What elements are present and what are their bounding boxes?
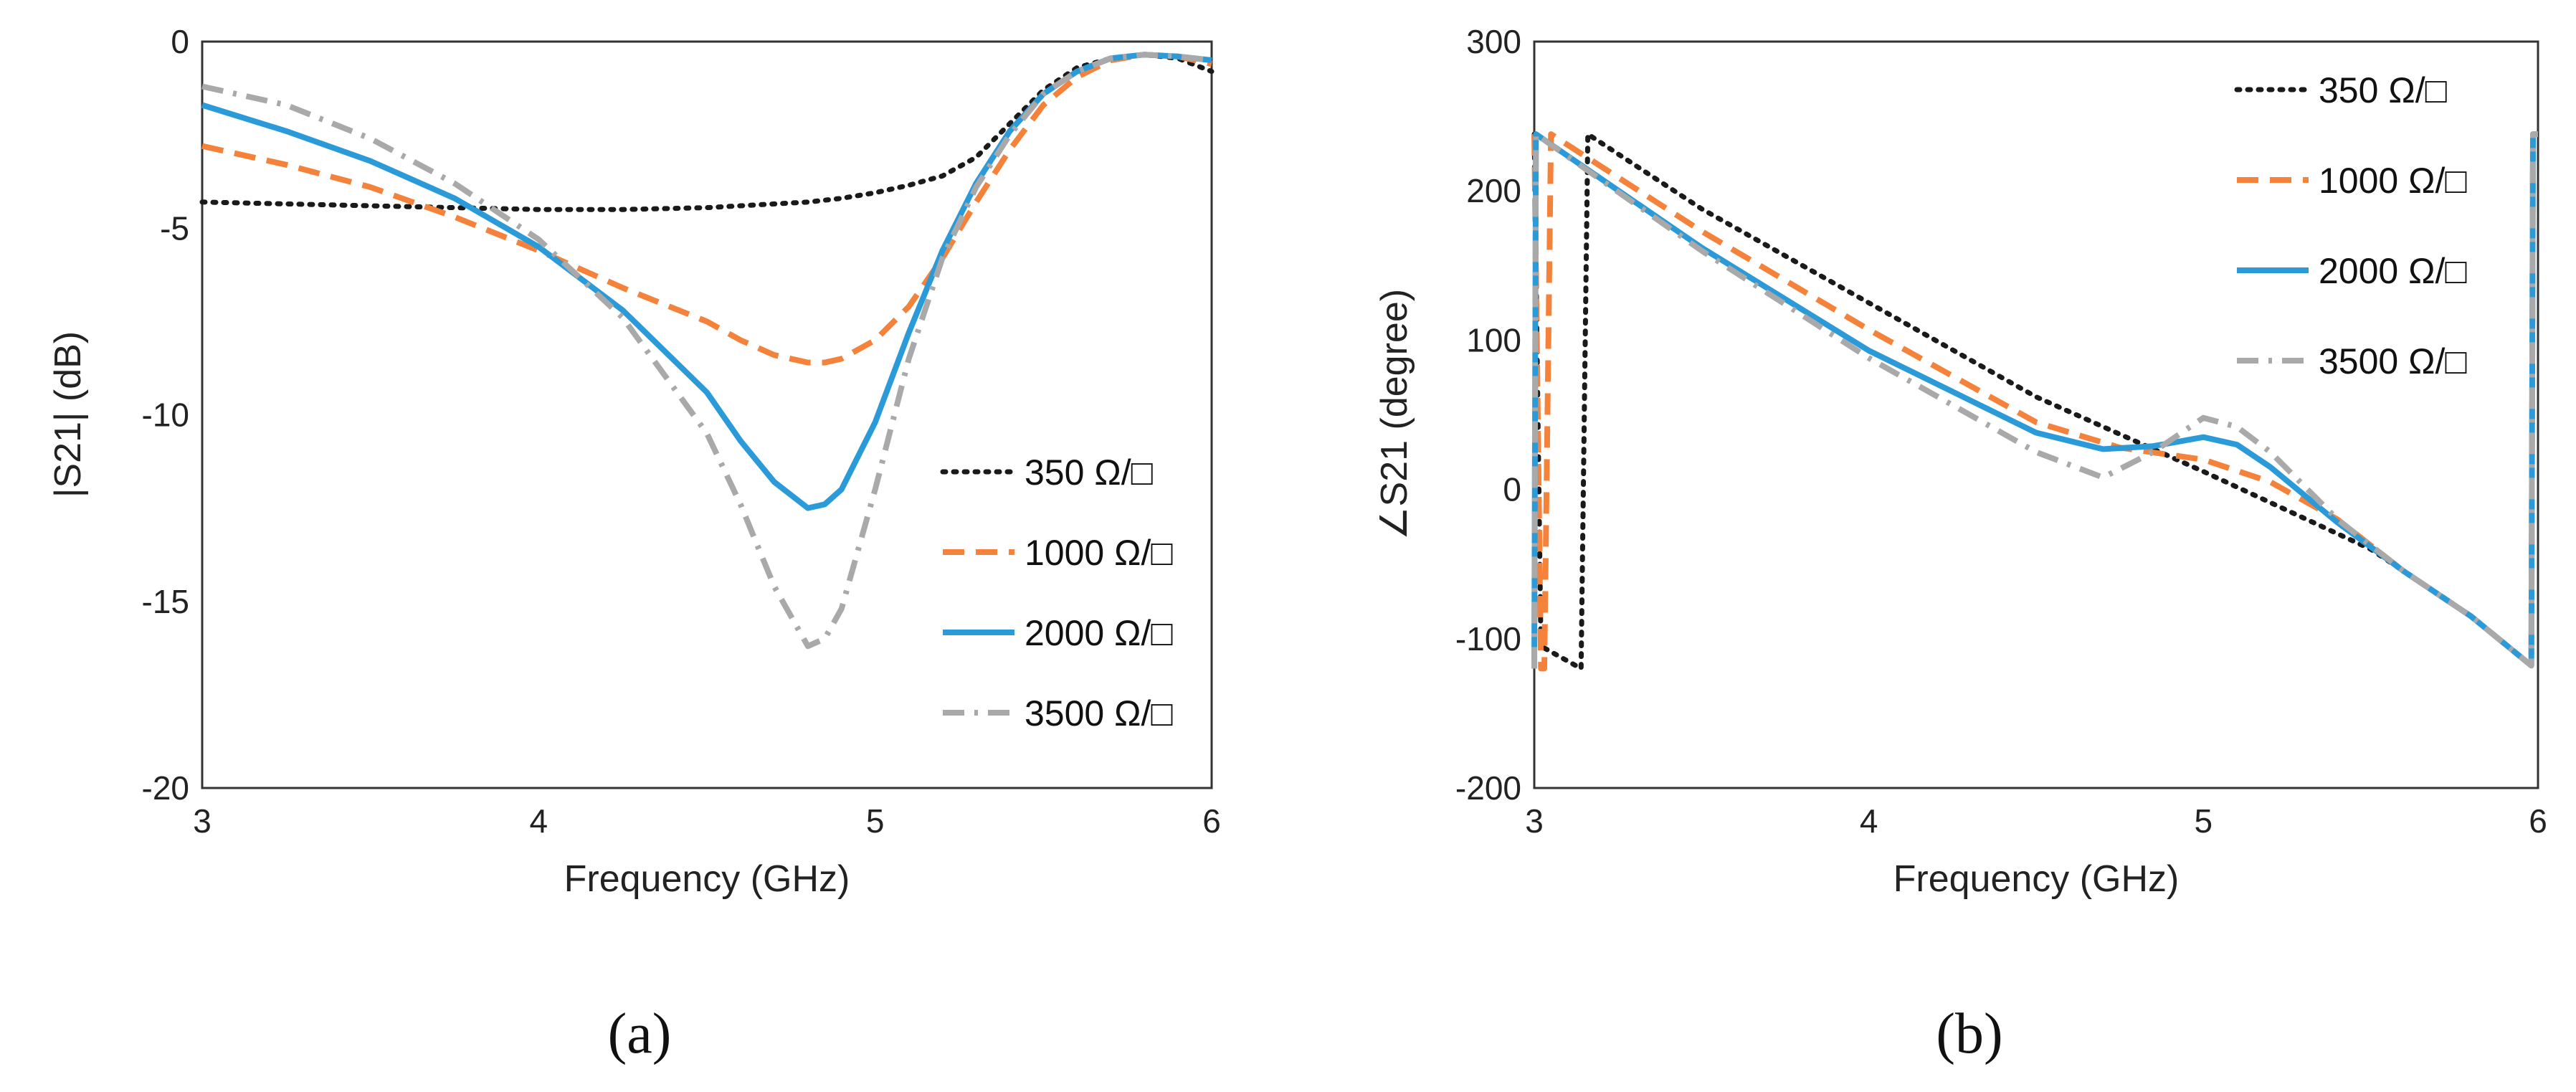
x-axis-title-b: Frequency (GHz) [1893, 858, 2180, 900]
legend-label: 350 Ω/□ [2319, 70, 2448, 110]
y-tick-label: -10 [142, 397, 189, 434]
y-tick-label: -5 [160, 209, 189, 247]
sublabel-b: (b) [1936, 1002, 2002, 1065]
legend-label: 1000 Ω/□ [1025, 533, 1173, 573]
x-tick-label: 3 [1525, 802, 1544, 840]
y-tick-labels-a: 0 -5 -10 -15 -20 [142, 23, 189, 807]
x-tick-label: 6 [2529, 802, 2547, 840]
y-tick-label: 0 [1503, 471, 1521, 508]
y-axis-title-a: |S21| (dB) [47, 331, 89, 498]
x-tick-label: 3 [193, 802, 212, 840]
series-line-1000 [201, 52, 1212, 366]
x-tick-label: 4 [1860, 802, 1878, 840]
series-line-3500 [201, 52, 1212, 650]
y-axis-title-b: ∠S21 (degree) [1374, 289, 1415, 540]
legend-label: 350 Ω/□ [1025, 452, 1154, 493]
y-tick-label: -200 [1455, 769, 1521, 807]
x-tick-labels-a: 3 4 5 6 [193, 802, 1221, 840]
x-tick-label: 6 [1202, 802, 1221, 840]
panel-a: 0 -5 -10 -15 -20 3 4 5 6 Frequency (GHz) |S21| … [47, 23, 1221, 900]
y-tick-label: -100 [1455, 620, 1521, 657]
legend-label: 2000 Ω/□ [2319, 251, 2467, 291]
y-tick-labels-b: 300 200 100 0 -100 -200 [1455, 23, 1521, 807]
legend-label: 1000 Ω/□ [2319, 161, 2467, 201]
series-group-b [1531, 131, 2541, 672]
y-tick-label: -20 [142, 769, 189, 807]
series-line-2000 [201, 52, 1212, 511]
x-tick-label: 5 [2195, 802, 2213, 840]
series-line-3500 [1531, 131, 2538, 669]
legend-label: 3500 Ω/□ [1025, 693, 1173, 733]
legend-label: 2000 Ω/□ [1025, 613, 1173, 653]
y-tick-label: -15 [142, 583, 189, 620]
series-line-350 [1531, 131, 2541, 671]
x-tick-label: 4 [530, 802, 548, 840]
y-tick-label: 0 [171, 23, 189, 60]
legend-b: 350 Ω/□ 1000 Ω/□ 2000 Ω/□ 3500 Ω/□ [2234, 70, 2467, 381]
series-group-a [199, 52, 1215, 650]
plot-area-b [1533, 40, 2539, 789]
y-tick-label: 100 [1466, 321, 1521, 359]
sublabel-a: (a) [608, 1002, 672, 1065]
y-tick-label: 200 [1466, 172, 1521, 209]
y-tick-label: 300 [1466, 23, 1521, 60]
x-tick-labels-b: 3 4 5 6 [1525, 802, 2547, 840]
legend-a: 350 Ω/□ 1000 Ω/□ 2000 Ω/□ 3500 Ω/□ [940, 452, 1173, 733]
x-axis-title-a: Frequency (GHz) [564, 858, 850, 900]
legend-label: 3500 Ω/□ [2319, 341, 2467, 381]
x-tick-label: 5 [866, 802, 885, 840]
plot-area-a [201, 40, 1213, 789]
